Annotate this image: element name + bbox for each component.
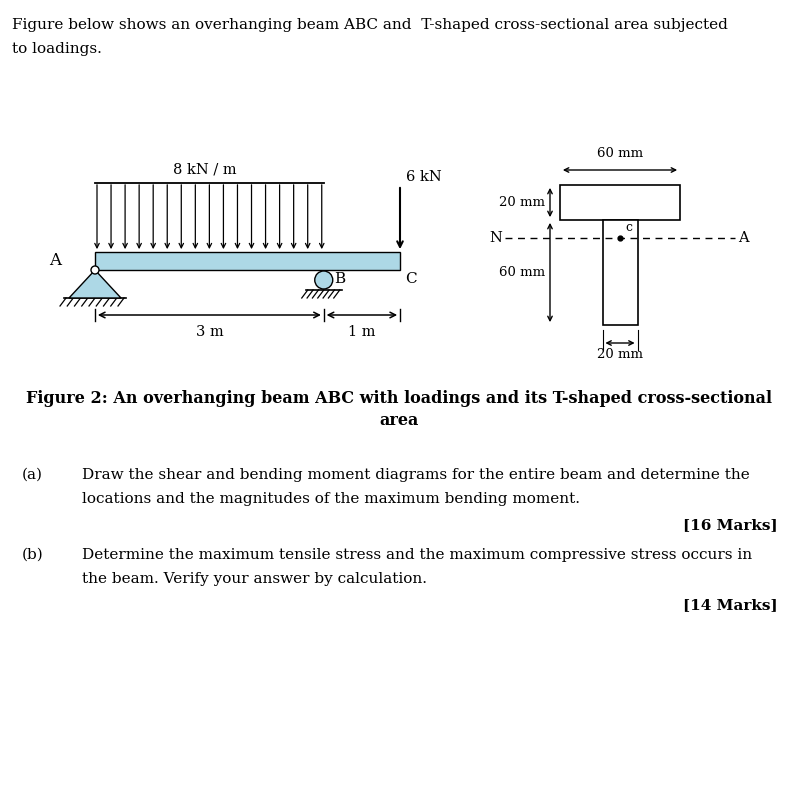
Text: A: A bbox=[738, 231, 749, 244]
Text: Determine the maximum tensile stress and the maximum compressive stress occurs i: Determine the maximum tensile stress and… bbox=[82, 548, 753, 562]
Text: 8 kN / m: 8 kN / m bbox=[172, 162, 236, 176]
Text: 20 mm: 20 mm bbox=[597, 348, 643, 361]
Text: area: area bbox=[379, 412, 419, 429]
Text: to loadings.: to loadings. bbox=[12, 42, 102, 56]
Text: Figure below shows an overhanging beam ABC and  T-shaped cross-sectional area su: Figure below shows an overhanging beam A… bbox=[12, 18, 728, 32]
Text: 1 m: 1 m bbox=[348, 325, 376, 339]
Text: 60 mm: 60 mm bbox=[499, 266, 545, 279]
Text: B: B bbox=[334, 272, 345, 286]
Circle shape bbox=[314, 271, 333, 289]
Bar bbox=[560, 185, 680, 220]
Text: locations and the magnitudes of the maximum bending moment.: locations and the magnitudes of the maxi… bbox=[82, 492, 580, 506]
Text: 3 m: 3 m bbox=[196, 325, 223, 339]
Text: N: N bbox=[489, 231, 502, 244]
Text: 20 mm: 20 mm bbox=[499, 196, 545, 209]
Bar bbox=[95, 252, 400, 270]
Text: 6 kN: 6 kN bbox=[406, 170, 442, 184]
Text: C: C bbox=[405, 272, 417, 286]
Text: the beam. Verify your answer by calculation.: the beam. Verify your answer by calculat… bbox=[82, 572, 427, 586]
Text: c: c bbox=[625, 221, 632, 234]
Text: (a): (a) bbox=[22, 468, 43, 482]
Text: Draw the shear and bending moment diagrams for the entire beam and determine the: Draw the shear and bending moment diagra… bbox=[82, 468, 750, 482]
Text: [14 Marks]: [14 Marks] bbox=[683, 598, 778, 612]
Text: (b): (b) bbox=[22, 548, 44, 562]
Text: A: A bbox=[49, 251, 61, 269]
Text: [16 Marks]: [16 Marks] bbox=[683, 518, 778, 532]
Text: Figure 2: An overhanging beam ABC with loadings and its T-shaped cross-sectional: Figure 2: An overhanging beam ABC with l… bbox=[26, 390, 772, 407]
Circle shape bbox=[91, 266, 99, 274]
Polygon shape bbox=[69, 270, 121, 298]
Bar bbox=[602, 220, 638, 325]
Text: 60 mm: 60 mm bbox=[597, 147, 643, 160]
